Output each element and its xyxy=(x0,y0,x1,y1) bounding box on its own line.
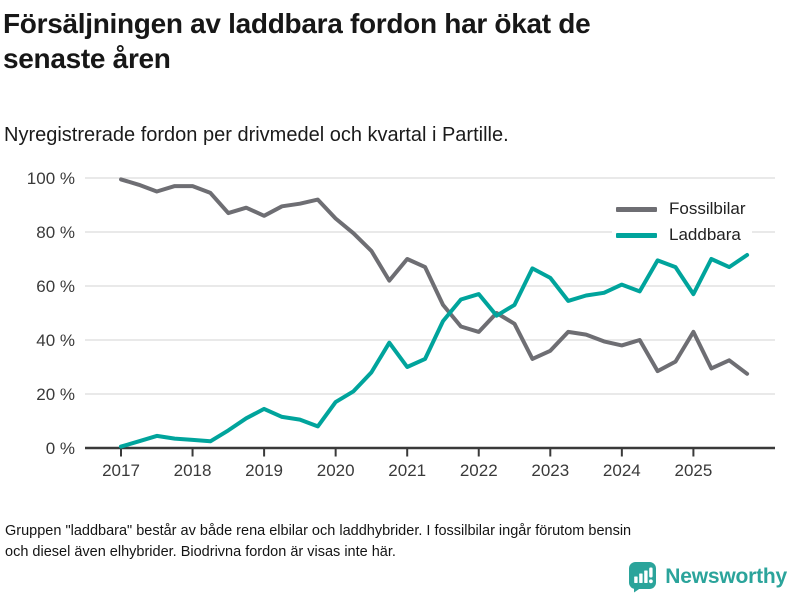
footnote-line-2: och diesel även elhybrider. Biodrivna fo… xyxy=(5,544,396,560)
brand-name: Newsworthy xyxy=(665,565,787,588)
fossilbilar-line xyxy=(119,177,750,376)
footnote-line-1: Gruppen "laddbara" består av både rena e… xyxy=(5,523,632,539)
legend-item-laddbara: Laddbara xyxy=(612,222,752,248)
x-tick-label-2020: 2020 xyxy=(317,461,355,480)
chart-footnote: Gruppen "laddbara" består av både rena e… xyxy=(5,521,631,563)
chart-subtitle: Nyregistrerade fordon per drivmedel och … xyxy=(4,124,509,146)
y-tick-label-0: 0 % xyxy=(46,439,75,458)
x-tick-label-2019: 2019 xyxy=(245,461,283,480)
y-tick-label-20: 20 % xyxy=(36,385,75,404)
x-tick-label-2017: 2017 xyxy=(102,461,140,480)
y-tick-label-60: 60 % xyxy=(36,277,75,296)
y-tick-label-100: 100 % xyxy=(27,169,75,188)
laddbara-line-swatch xyxy=(616,232,657,238)
title-line-1: Försäljningen av laddbara fordon har öka… xyxy=(3,8,591,39)
x-tick-label-2024: 2024 xyxy=(603,461,641,480)
x-tick-label-2025: 2025 xyxy=(674,461,712,480)
fossilbilar-line-swatch xyxy=(616,206,657,212)
legend-label-laddbara: Laddbara xyxy=(669,225,741,244)
newsworthy-logo: Newsworthy xyxy=(628,561,787,593)
page-title: Försäljningen av laddbara fordon har öka… xyxy=(3,6,591,76)
legend-label-fossilbilar: Fossilbilar xyxy=(669,199,746,218)
x-tick-label-2018: 2018 xyxy=(174,461,212,480)
y-tick-label-40: 40 % xyxy=(36,331,75,350)
bar-chart-speech-bubble-icon xyxy=(629,562,657,593)
chart-legend: Fossilbilar Laddbara xyxy=(612,196,752,248)
x-tick-label-2021: 2021 xyxy=(388,461,426,480)
title-line-2: senaste åren xyxy=(3,43,171,74)
y-tick-label-80: 80 % xyxy=(36,223,75,242)
laddbara-line xyxy=(119,253,750,449)
legend-item-fossilbilar: Fossilbilar xyxy=(612,196,752,222)
x-tick-label-2022: 2022 xyxy=(460,461,498,480)
x-tick-label-2023: 2023 xyxy=(531,461,569,480)
